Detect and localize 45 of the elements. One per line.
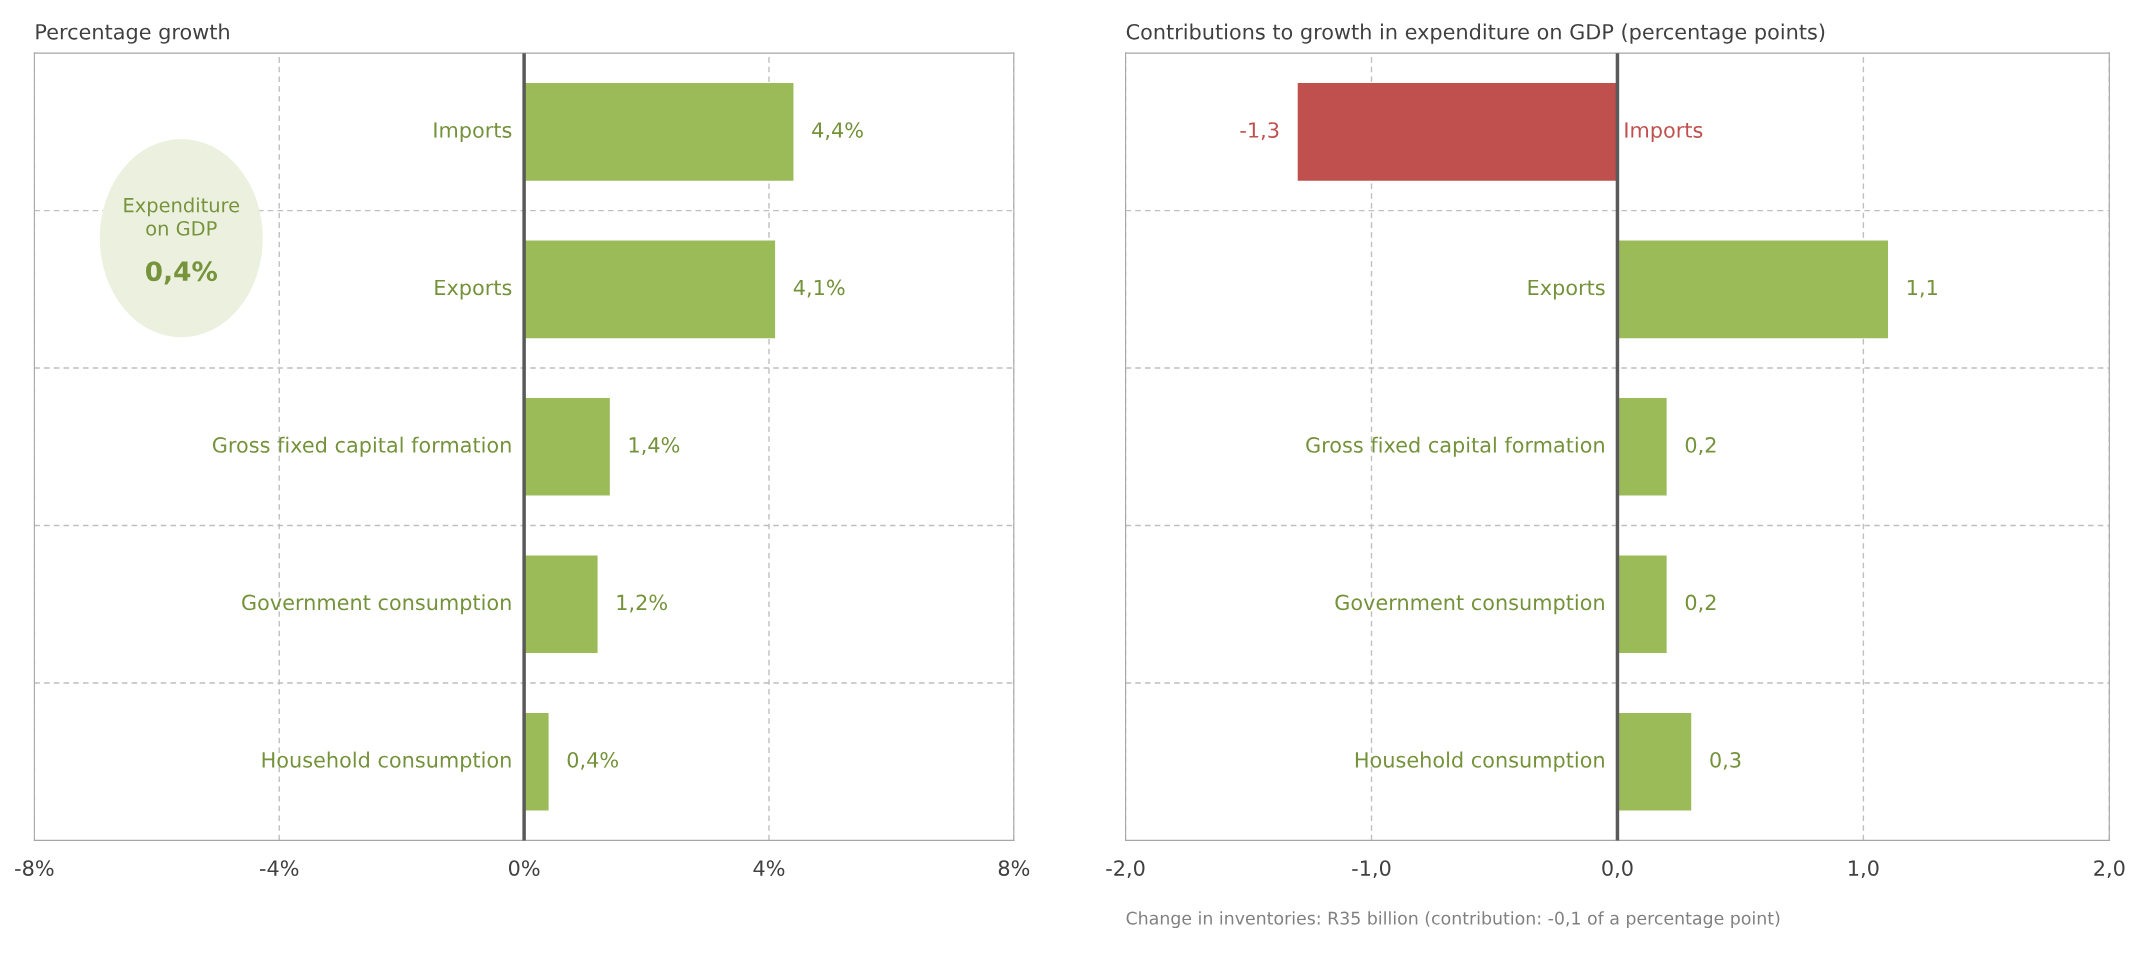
x-tick-label: -8% <box>15 860 54 876</box>
bar <box>524 240 776 339</box>
bar <box>524 555 598 654</box>
data-label: 0,3 <box>1710 751 1741 770</box>
x-tick-label: 2,0 <box>2094 860 2125 879</box>
bar <box>1617 397 1667 496</box>
y-tick-label: Gross fixed capital formation <box>212 436 511 457</box>
y-tick-label: Government consumption <box>242 594 511 615</box>
data-label: 0,2 <box>1685 594 1716 613</box>
y-tick-label: Imports <box>434 122 512 142</box>
bar <box>524 397 610 496</box>
text: Change in inventories: R35 billion (contribution: -0,1 of a percentage point) <box>1126 911 1780 929</box>
data-label: 0,4% <box>567 751 619 770</box>
x-tick-label: -4% <box>259 860 299 876</box>
x-tick-label: 8% <box>998 860 1030 876</box>
data-label: -1,3 <box>1240 122 1279 141</box>
bar <box>1617 555 1667 654</box>
data-label: 1,4% <box>629 437 680 455</box>
bar <box>1617 240 1888 339</box>
x-tick-label: 0,0 <box>1602 860 1633 879</box>
data-label: 4,1% <box>793 279 845 298</box>
annotation: 0,4% <box>145 261 218 285</box>
x-tick-label: -2,0 <box>1106 860 1145 879</box>
x-tick-label: 0% <box>508 860 540 876</box>
y-tick-label: Household consumption <box>262 751 511 772</box>
y-tick-label: Gross fixed capital formation <box>1306 436 1604 457</box>
x-tick-label: -1,0 <box>1352 860 1391 879</box>
y-tick-label: Exports <box>435 279 512 300</box>
bar <box>524 83 794 181</box>
y-tick-label: Imports <box>1625 122 1703 142</box>
data-label: 1,1 <box>1907 279 1937 298</box>
data-label: 1,2% <box>617 594 667 613</box>
bar <box>1297 83 1618 181</box>
bar <box>524 712 549 811</box>
bar <box>1617 712 1692 811</box>
chart-title: Percentage growth <box>36 23 229 44</box>
chart-title: Contributions to growth in expenditure on GDP (percentage points) <box>1126 23 1825 44</box>
annotation: Expenditure on GDP <box>124 197 240 236</box>
x-tick-label: 4% <box>753 860 785 876</box>
data-label: 0,2 <box>1685 437 1716 455</box>
y-tick-label: Household consumption <box>1355 751 1604 772</box>
data-label: 4,4% <box>812 122 863 141</box>
y-tick-label: Government consumption <box>1335 594 1604 615</box>
y-tick-label: Exports <box>1528 279 1605 300</box>
x-tick-label: 1,0 <box>1849 860 1879 879</box>
